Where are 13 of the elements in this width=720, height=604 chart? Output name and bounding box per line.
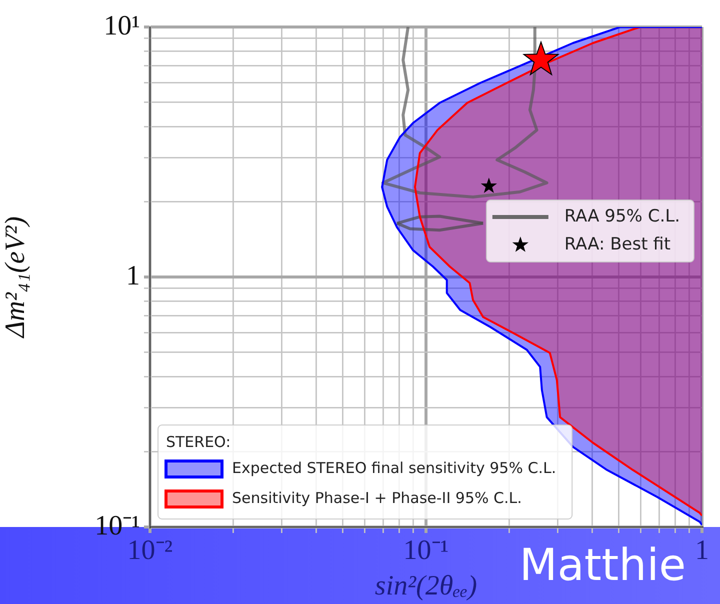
legend-title: STEREO: (166, 432, 231, 451)
y-axis-title: Δm²₄₁(eV²) (0, 216, 32, 339)
y-tick-label: 1 (126, 260, 140, 292)
text: Matthie (519, 540, 686, 591)
x-tick-label: 10⁻² (127, 535, 173, 566)
x-axis-title: sin²(2θₑₑ) (374, 570, 478, 602)
legend-label: Sensitivity Phase-I + Phase-II 95% C.L. (232, 488, 522, 507)
y-tick-label: 10¹ (104, 10, 140, 42)
legend-label: Expected STEREO final sensitivity 95% C.L. (232, 458, 556, 477)
legend-label: RAA 95% C.L. (564, 206, 680, 226)
legend-label: RAA: Best fit (564, 234, 671, 254)
x-tick-label: 1 (695, 535, 709, 566)
x-tick-label: 10⁻¹ (403, 535, 449, 566)
